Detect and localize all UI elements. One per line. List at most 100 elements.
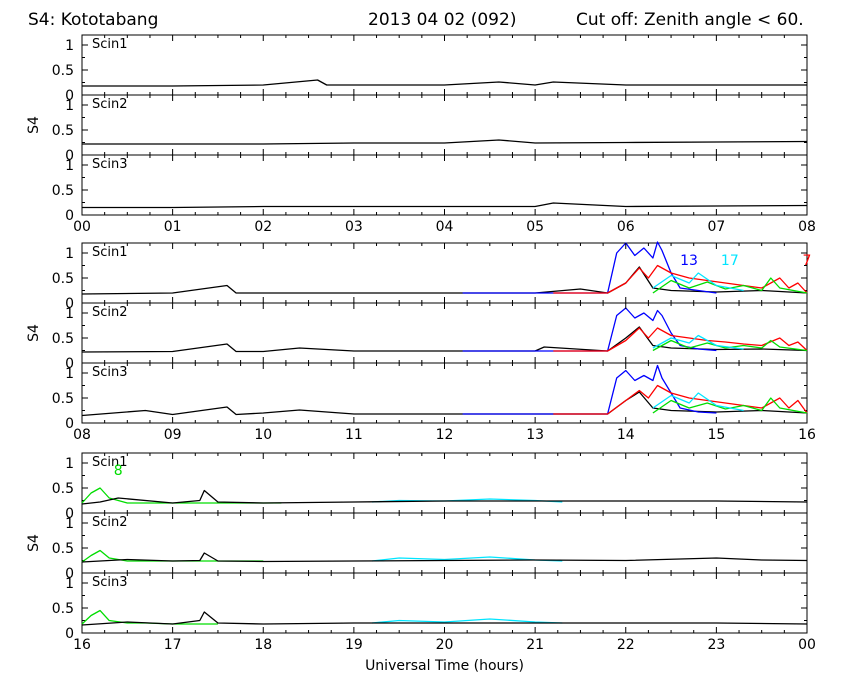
panel-frame (81, 452, 808, 514)
panel-frame (81, 512, 808, 574)
panel-label: Scin3 (92, 365, 128, 380)
x-tick-label: 12 (436, 427, 454, 443)
y-tick-label: 1 (65, 516, 74, 532)
x-tick-label: 00 (73, 219, 91, 235)
y-tick-label: 0 (65, 566, 74, 582)
s4-series-line-black (81, 489, 808, 505)
x-tick-label: 21 (526, 637, 544, 653)
x-tick-label: 09 (164, 427, 182, 443)
x-tick-label: 02 (254, 219, 272, 235)
y-tick-label: 0.5 (52, 183, 74, 199)
x-tick-label: 13 (526, 427, 544, 443)
x-tick-label: 17 (164, 637, 182, 653)
s4-series-line-cyan (371, 618, 563, 624)
s4-series-line-black (82, 202, 808, 209)
y-tick-label: 0 (65, 416, 74, 432)
panel-frame (81, 94, 808, 156)
y-tick-label: 0.5 (52, 331, 74, 347)
s4-series-line-red (553, 327, 808, 352)
x-tick-label: 08 (798, 219, 816, 235)
satellite-prn-label: 7 (802, 253, 811, 269)
y-tick-label: 1 (65, 576, 74, 592)
x-tick-label: 08 (73, 427, 91, 443)
x-tick-label: 11 (345, 427, 363, 443)
y-tick-label: 0 (65, 506, 74, 522)
panel-label: Scin1 (92, 245, 128, 260)
s4-series-line-black (82, 139, 808, 145)
header-date: 2013 04 02 (092) (368, 10, 517, 30)
x-tick-label: 23 (707, 637, 725, 653)
s4-series-line-cyan (652, 392, 744, 412)
s4-series-line-blue (462, 241, 717, 294)
satellite-prn-label: 17 (721, 253, 739, 269)
header-cutoff: Cut off: Zenith angle < 60. (576, 10, 804, 30)
panel-label: Scin1 (92, 37, 128, 52)
panel-label: Scin1 (92, 455, 128, 470)
s4-series-line-red (553, 264, 808, 294)
x-tick-label: 05 (526, 219, 544, 235)
panel-label: Scin2 (92, 305, 128, 320)
x-tick-label: 20 (436, 637, 454, 653)
x-tick-label: 03 (345, 219, 363, 235)
y-tick-label: 0.5 (52, 123, 74, 139)
x-tick-label: 16 (73, 637, 91, 653)
y-tick-label: 0 (65, 88, 74, 104)
x-tick-label: 19 (345, 637, 363, 653)
s4-series-line-red (553, 384, 808, 415)
x-tick-label: 07 (707, 219, 725, 235)
x-tick-label: 18 (254, 637, 272, 653)
y-axis-title: S4 (26, 116, 42, 134)
s4-series-line-blue (462, 307, 717, 352)
x-tick-label: 16 (798, 427, 816, 443)
y-tick-label: 0 (65, 208, 74, 224)
s4-series-line-black (81, 266, 808, 295)
y-axis-title: S4 (26, 534, 42, 552)
s4-series-line-cyan (652, 272, 744, 292)
s4-series-line-black (81, 611, 808, 626)
panel-frame (81, 302, 808, 364)
panel-label: Scin3 (92, 575, 128, 590)
s4-series-line-cyan (652, 334, 744, 350)
y-tick-label: 1 (65, 456, 74, 472)
x-tick-label: 15 (707, 427, 725, 443)
x-tick-label: 22 (617, 637, 635, 653)
satellite-prn-label: 13 (680, 253, 698, 269)
y-tick-label: 0 (65, 296, 74, 312)
y-tick-label: 0 (65, 148, 74, 164)
x-axis-title: Universal Time (hours) (365, 658, 524, 674)
panel-label: Scin3 (92, 157, 128, 172)
y-tick-label: 0.5 (52, 271, 74, 287)
y-tick-label: 0 (65, 356, 74, 372)
y-tick-label: 0.5 (52, 601, 74, 617)
x-tick-label: 10 (254, 427, 272, 443)
s4-series-line-green (652, 277, 808, 294)
y-tick-label: 1 (65, 306, 74, 322)
y-tick-label: 0.5 (52, 63, 74, 79)
panel-label: Scin2 (92, 515, 128, 530)
y-axis-title: S4 (26, 324, 42, 342)
y-tick-label: 0.5 (52, 481, 74, 497)
s4-series-line-green (652, 339, 808, 352)
x-tick-label: 04 (436, 219, 454, 235)
s4-series-line-black (81, 326, 808, 353)
y-tick-label: 1 (65, 98, 74, 114)
s4-series-line-green (652, 397, 808, 414)
x-tick-label: 00 (798, 637, 816, 653)
y-tick-label: 0.5 (52, 391, 74, 407)
x-tick-label: 01 (164, 219, 182, 235)
y-tick-label: 1 (65, 246, 74, 262)
y-tick-label: 1 (65, 38, 74, 54)
s4-series-line-black (81, 552, 808, 563)
y-tick-label: 1 (65, 158, 74, 174)
y-tick-label: 1 (65, 366, 74, 382)
y-tick-label: 0.5 (52, 541, 74, 557)
x-tick-label: 06 (617, 219, 635, 235)
header-station: S4: Kototabang (28, 10, 159, 30)
s4-series-line-black (82, 79, 807, 87)
y-tick-label: 0 (65, 626, 74, 642)
s4-series-line-blue (462, 364, 717, 415)
s4-series-line-green (81, 609, 218, 625)
panel-label: Scin2 (92, 97, 128, 112)
s4-series-line-green (81, 487, 282, 504)
